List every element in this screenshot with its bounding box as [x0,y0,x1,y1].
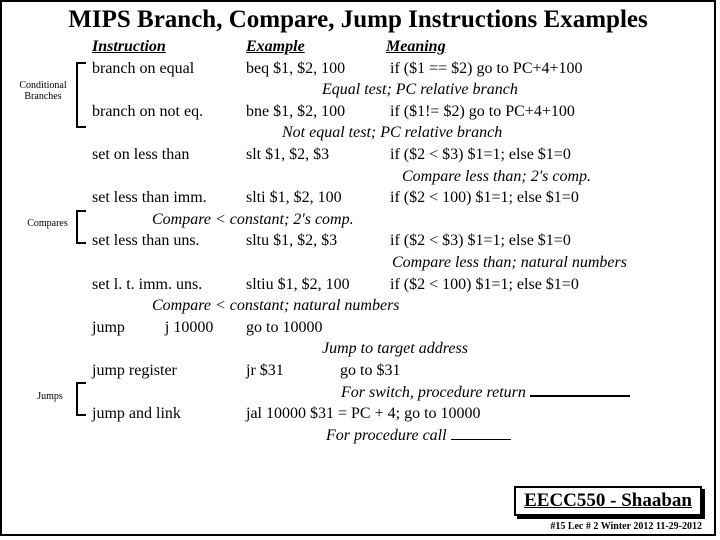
jal-mean: $31 = PC + 4; go to 10000 [310,405,481,422]
j-note: Jump to target address [92,338,704,360]
slt-note: Compare less than; 2's comp. [92,166,704,188]
row-j: jump j 10000 go to 10000 [92,317,704,339]
jal-instr: jump and link [92,403,242,425]
row-slt: set on less than slt $1, $2, $3 if ($2 <… [92,144,704,166]
sltiu-instr: set l. t. imm. uns. [92,274,242,296]
bne-note: Not equal test; PC relative branch [92,122,704,144]
hdr-example: Example [246,36,386,58]
jr-mean: go to $31 [340,360,400,382]
beq-note: Equal test; PC relative branch [92,79,704,101]
j-ex: go to 10000 [246,317,386,339]
jr-instr: jump register [92,360,242,382]
row-slti: set less than imm. slti $1, $2, 100 if (… [92,187,704,209]
beq-instr: branch on equal [92,58,242,80]
jal-note-row: For procedure call [92,425,704,447]
beq-mean: if ($1 == $2) go to PC+4+100 [390,58,583,80]
slt-instr: set on less than [92,144,242,166]
sltu-note: Compare less than; natural numbers [92,252,704,274]
sltiu-ex: sltiu $1, $2, 100 [246,274,386,296]
label-compares: Compares [20,218,75,229]
slide-frame: MIPS Branch, Compare, Jump Instructions … [0,0,716,536]
sltu-ex: sltu $1, $2, $3 [246,230,386,252]
row-sltiu: set l. t. imm. uns. sltiu $1, $2, 100 if… [92,274,704,296]
header-row: Instruction ExampleMeaning [92,36,704,58]
bracket-conditional [76,62,86,128]
hdr-instruction: Instruction [92,36,242,58]
slide-title: MIPS Branch, Compare, Jump Instructions … [2,2,714,36]
bracket-jumps [76,382,86,416]
sltu-mean: if ($2 < $3) $1=1; else $1=0 [390,230,571,252]
beq-ex: beq $1, $2, 100 [246,58,386,80]
slti-note: Compare < constant; 2's comp. [92,209,704,231]
row-jr: jump register jr $31 go to $31 [92,360,704,382]
slti-ex: slti $1, $2, 100 [246,187,386,209]
slti-instr: set less than imm. [92,187,242,209]
row-bne: branch on not eq. bne $1, $2, 100 if ($1… [92,101,704,123]
footer-badge: EECC550 - Shaaban [514,486,702,516]
row-sltu: set less than uns. sltu $1, $2, $3 if ($… [92,230,704,252]
row-beq: branch on equal beq $1, $2, 100 if ($1 =… [92,58,704,80]
jal-note: For procedure call [326,427,447,444]
label-jumps: Jumps [30,391,70,402]
content-area: Instruction ExampleMeaning branch on equ… [92,36,704,446]
label-conditional: Conditional Branches [10,80,76,102]
sltiu-note: Compare < constant; natural numbers [92,295,704,317]
hdr-meaning: Meaning [386,38,446,55]
slti-mean: if ($2 < 100) $1=1; else $1=0 [390,187,579,209]
row-jal: jump and link jal 10000 $31 = PC + 4; go… [92,403,704,425]
bne-instr: branch on not eq. [92,101,242,123]
bne-ex: bne $1, $2, 100 [246,101,386,123]
slt-mean: if ($2 < $3) $1=1; else $1=0 [390,144,571,166]
jr-note-row: For switch, procedure return [92,382,704,404]
j-instr: jump j 10000 [92,317,242,339]
bne-mean: if ($1!= $2) go to PC+4+100 [390,101,575,123]
underline-return [530,395,630,397]
footer-sub: #15 Lec # 2 Winter 2012 11-29-2012 [550,521,702,532]
jr-note: For switch, procedure return [341,384,526,401]
underline-call [451,439,511,440]
jal-ex: jal 10000 [246,403,306,425]
sltiu-mean: if ($2 < 100) $1=1; else $1=0 [390,274,579,296]
slt-ex: slt $1, $2, $3 [246,144,386,166]
jr-ex: jr $31 [246,360,336,382]
sltu-instr: set less than uns. [92,230,242,252]
bracket-compares [76,210,86,244]
